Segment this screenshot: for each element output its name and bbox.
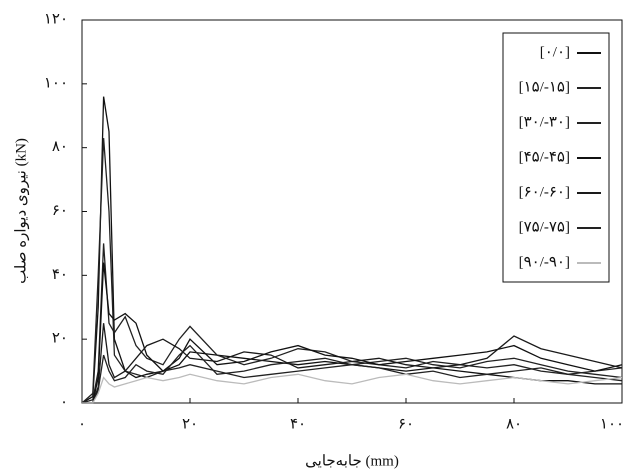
- y-tick-label: ۸۰: [52, 139, 68, 155]
- series-line: [81, 138, 623, 404]
- legend-label: [۷۵/-۷۵]: [519, 219, 570, 235]
- x-tick-label: ۸۰: [506, 416, 522, 432]
- legend-label: [۳۰/-۳۰]: [519, 114, 570, 130]
- series-line: [81, 243, 623, 404]
- y-tick-label: ۰: [60, 394, 68, 410]
- x-tick-label: ۱۰۰: [600, 416, 624, 432]
- legend-label: [۹۰/-۹۰]: [519, 254, 570, 270]
- series-line: [82, 373, 623, 404]
- x-axis-label: جابه‌جایی (mm): [305, 453, 399, 469]
- legend-label: [۴۵/-۴۵]: [519, 149, 570, 165]
- y-tick-label: ۱۲۰: [44, 11, 68, 27]
- legend-label: [۶۰/-۶۰]: [519, 184, 570, 200]
- x-tick-label: ۴۰: [290, 416, 306, 432]
- y-tick-label: ۲۰: [52, 331, 68, 347]
- series-line: [82, 344, 623, 404]
- series-line: [81, 96, 622, 404]
- y-tick-label: ۶۰: [52, 203, 68, 219]
- x-tick-label: ۲۰: [182, 416, 198, 432]
- y-tick-label: ۱۰۰: [44, 75, 68, 91]
- legend-label: [۰/۰]: [540, 44, 570, 60]
- x-tick-label: ۶۰: [398, 416, 414, 432]
- series-line: [82, 262, 623, 404]
- x-tick-label: ۰: [78, 416, 86, 432]
- y-axis-label: نیروی دیواره صلب (kN): [13, 138, 29, 284]
- y-tick-label: ۴۰: [52, 267, 68, 283]
- series-line: [82, 323, 623, 404]
- legend-label: [۱۵/-۱۵]: [519, 79, 570, 95]
